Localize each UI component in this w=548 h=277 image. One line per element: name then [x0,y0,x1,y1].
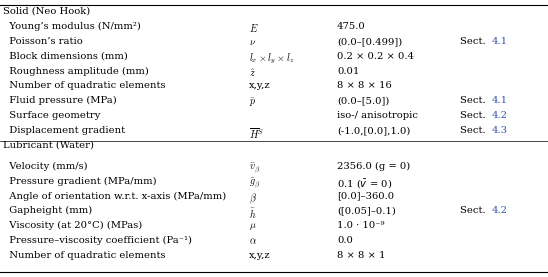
Text: x,y,z: x,y,z [249,81,271,90]
Text: 4.2: 4.2 [492,111,508,120]
Text: $\bar{g}_\beta$: $\bar{g}_\beta$ [249,177,261,190]
Text: ([0.05]–0.1): ([0.05]–0.1) [337,206,396,215]
Text: 4.2: 4.2 [492,206,508,215]
Text: Sect.: Sect. [460,96,489,105]
Text: (0.0–[0.499]): (0.0–[0.499]) [337,37,402,46]
Text: Sect.: Sect. [460,126,489,135]
Text: 475.0: 475.0 [337,22,366,31]
Text: $\hat{z}$: $\hat{z}$ [249,67,256,79]
Text: Viscosity (at 20°C) (MPas): Viscosity (at 20°C) (MPas) [3,221,142,230]
Text: Number of quadratic elements: Number of quadratic elements [3,81,165,90]
Text: $\alpha$: $\alpha$ [249,236,258,246]
Text: Number of quadratic elements: Number of quadratic elements [3,251,165,260]
Text: $\bar{h}$: $\bar{h}$ [249,206,256,221]
Text: Roughness amplitude (mm): Roughness amplitude (mm) [3,67,149,76]
Text: 8 × 8 × 16: 8 × 8 × 16 [337,81,392,90]
Text: 4.3: 4.3 [492,126,508,135]
Text: 1.0 · 10⁻⁹: 1.0 · 10⁻⁹ [337,221,385,230]
Text: 4.1: 4.1 [492,96,508,105]
Text: Pressure gradient (MPa/mm): Pressure gradient (MPa/mm) [3,177,156,186]
Text: Sect.: Sect. [460,206,489,215]
Text: (-1.0,[0.0],1.0): (-1.0,[0.0],1.0) [337,126,410,135]
Text: iso-/ anisotropic: iso-/ anisotropic [337,111,418,120]
Text: Fluid pressure (MPa): Fluid pressure (MPa) [3,96,117,105]
Text: Displacement gradient: Displacement gradient [3,126,125,135]
Text: Poisson’s ratio: Poisson’s ratio [3,37,83,46]
Text: Block dimensions (mm): Block dimensions (mm) [3,52,128,61]
Text: $\overline{H}^S$: $\overline{H}^S$ [249,126,265,141]
Text: [0.0]–360.0: [0.0]–360.0 [337,191,394,200]
Text: $\beta$: $\beta$ [249,191,257,206]
Text: 8 × 8 × 1: 8 × 8 × 1 [337,251,386,260]
Text: $E$: $E$ [249,22,259,34]
Text: 0.0: 0.0 [337,236,353,245]
Text: 0.1 ($\bar{v}$ = 0): 0.1 ($\bar{v}$ = 0) [337,177,392,189]
Text: Angle of orientation w.r.t. x-axis (MPa/mm): Angle of orientation w.r.t. x-axis (MPa/… [3,191,226,201]
Text: $\bar{p}$: $\bar{p}$ [249,96,256,109]
Text: Young’s modulus (N/mm²): Young’s modulus (N/mm²) [3,22,141,31]
Text: (0.0–[5.0]): (0.0–[5.0]) [337,96,390,105]
Text: Sect.: Sect. [460,111,489,120]
Text: $l_x \times l_y \times l_z$: $l_x \times l_y \times l_z$ [249,52,295,66]
Text: 4.1: 4.1 [492,37,508,46]
Text: $\bar{v}_\beta$: $\bar{v}_\beta$ [249,162,261,175]
Text: Pressure–viscosity coefficient (Pa⁻¹): Pressure–viscosity coefficient (Pa⁻¹) [3,236,192,245]
Text: $\mu$: $\mu$ [249,221,257,232]
Text: Gapheight (mm): Gapheight (mm) [3,206,92,215]
Text: Sect.: Sect. [460,37,489,46]
Text: Surface geometry: Surface geometry [3,111,100,120]
Text: $\nu$: $\nu$ [249,37,256,47]
Text: x,y,z: x,y,z [249,251,271,260]
Text: Lubricant (Water): Lubricant (Water) [3,141,94,150]
Text: Solid (Neo Hook): Solid (Neo Hook) [3,6,90,15]
Text: 0.01: 0.01 [337,67,359,76]
Text: 2356.0 (ɡ = 0): 2356.0 (ɡ = 0) [337,162,410,171]
Text: 0.2 × 0.2 × 0.4: 0.2 × 0.2 × 0.4 [337,52,414,61]
Text: Velocity (mm/s): Velocity (mm/s) [3,162,87,171]
